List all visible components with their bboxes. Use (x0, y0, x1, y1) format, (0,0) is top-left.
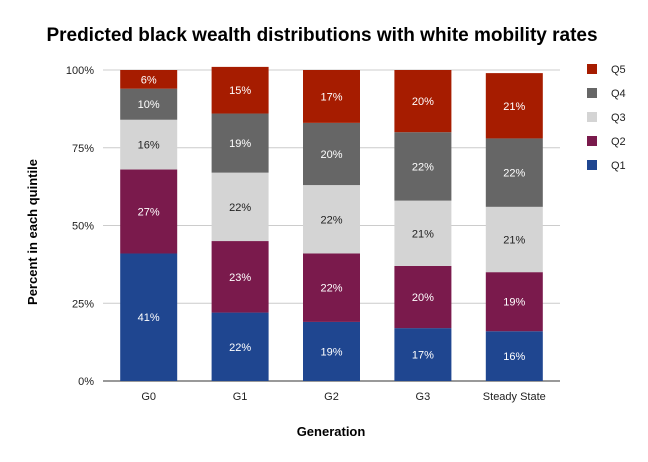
data-label: 22% (229, 202, 251, 214)
bar-segment-q2 (211, 241, 269, 313)
data-label: 19% (229, 138, 251, 150)
data-label: 22% (320, 283, 342, 295)
bar-segment-q3 (211, 172, 269, 242)
y-tick-label: 0% (78, 376, 94, 388)
bar-segment-q1 (485, 331, 543, 381)
data-label: 17% (412, 350, 434, 362)
y-tick-label: 50% (72, 221, 94, 233)
bar-group: 16% 19% 21% 22% 21% (485, 73, 543, 381)
bar-segment-q2 (485, 272, 543, 332)
data-label: 16% (503, 351, 525, 363)
legend-item: Q2 (587, 136, 626, 148)
legend-item: Q4 (587, 88, 626, 100)
bar-segment-q1 (303, 321, 360, 381)
data-label: 21% (503, 234, 525, 246)
y-axis-ticks: 0% 25% 50% 75% 100% (66, 65, 94, 388)
data-label: 6% (141, 74, 157, 86)
legend-swatch (587, 160, 597, 170)
data-label: 22% (412, 161, 434, 173)
bar-segment-q1 (394, 328, 452, 381)
chart-title: Predicted black wealth distributions wit… (46, 25, 597, 46)
bar-segment-q1 (211, 312, 269, 381)
legend: Q5 Q4 Q3 Q2 Q1 (587, 64, 626, 172)
bar-segment-q2 (303, 253, 360, 322)
data-label: 23% (229, 272, 251, 284)
data-label: 20% (412, 96, 434, 108)
x-tick-label: G3 (416, 391, 431, 403)
bar-group: 22% 23% 22% 19% 15% (211, 66, 269, 381)
legend-label: Q5 (611, 64, 626, 76)
data-label: 41% (138, 312, 160, 324)
x-tick-label: G1 (233, 391, 248, 403)
bar-segment-q4 (211, 113, 269, 173)
legend-label: Q4 (611, 88, 626, 100)
legend-swatch (587, 136, 597, 146)
bar-segment-q3 (394, 200, 452, 266)
data-label: 21% (503, 101, 525, 113)
bar-segment-q4 (485, 138, 543, 207)
data-label: 16% (138, 140, 160, 152)
bar-segment-q4 (303, 122, 360, 186)
bar-group: 41% 27% 16% 10% 6% (120, 70, 178, 381)
y-axis-title: Percent in each quintile (25, 159, 40, 305)
x-tick-label: G0 (141, 391, 156, 403)
legend-swatch (587, 64, 597, 74)
bar-segment-q1 (120, 253, 178, 381)
data-label: 22% (320, 214, 342, 226)
legend-swatch (587, 88, 597, 98)
data-label: 20% (412, 292, 434, 304)
x-axis-ticks: G0 G1 G2 G3 Steady State (141, 391, 545, 403)
legend-item: Q1 (587, 160, 626, 172)
y-tick-label: 100% (66, 65, 94, 77)
legend-label: Q1 (611, 160, 626, 172)
data-label: 15% (229, 85, 251, 97)
x-tick-label: G2 (324, 391, 339, 403)
data-label: 22% (229, 342, 251, 354)
bar-segment-q5 (303, 70, 360, 123)
bar-segment-q4 (120, 88, 178, 120)
data-label: 20% (320, 149, 342, 161)
bars: 41% 27% 16% 10% 6% 22% 23% 22% 19% 15% 19% 22% 22% 20… (120, 66, 543, 381)
bar-segment-q2 (120, 169, 178, 254)
bar-segment-q2 (394, 265, 452, 329)
bar-group: 17% 20% 21% 22% 20% (394, 70, 452, 381)
bar-segment-q5 (211, 66, 269, 114)
bar-segment-q4 (394, 132, 452, 201)
legend-label: Q3 (611, 112, 626, 124)
y-tick-label: 25% (72, 298, 94, 310)
legend-item: Q5 (587, 64, 626, 76)
y-tick-label: 75% (72, 143, 94, 155)
bar-segment-q5 (485, 73, 543, 139)
legend-label: Q2 (611, 136, 626, 148)
bar-group: 19% 22% 22% 20% 17% (303, 70, 360, 381)
legend-swatch (587, 112, 597, 122)
bar-segment-q3 (120, 119, 178, 170)
bar-segment-q3 (485, 206, 543, 273)
data-label: 21% (412, 228, 434, 240)
x-axis-title: Generation (297, 424, 366, 439)
bar-segment-q3 (303, 185, 360, 254)
data-label: 10% (138, 99, 160, 111)
bar-segment-q5 (120, 70, 178, 89)
data-label: 22% (503, 168, 525, 180)
data-label: 27% (138, 207, 160, 219)
data-label: 19% (320, 346, 342, 358)
data-label: 17% (320, 91, 342, 103)
bar-segment-q5 (394, 70, 452, 133)
data-label: 19% (503, 297, 525, 309)
x-tick-label: Steady State (483, 391, 546, 403)
legend-item: Q3 (587, 112, 626, 124)
